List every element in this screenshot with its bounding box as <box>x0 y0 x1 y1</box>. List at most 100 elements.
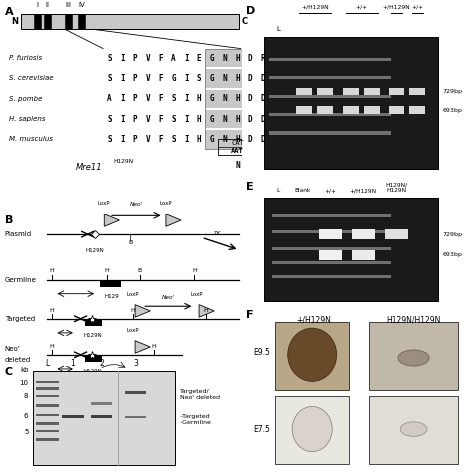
Text: H: H <box>50 343 55 349</box>
Text: E: E <box>197 54 201 63</box>
Bar <box>317 88 333 95</box>
Bar <box>206 49 218 67</box>
Text: H: H <box>204 307 209 313</box>
Text: I: I <box>120 74 125 83</box>
Text: Mre11: Mre11 <box>76 163 102 171</box>
Bar <box>231 90 244 108</box>
Text: D: D <box>261 135 265 144</box>
Text: H129N/
H129N: H129N/ H129N <box>385 182 408 193</box>
Text: P: P <box>133 135 137 144</box>
Text: V: V <box>146 74 150 83</box>
Text: D: D <box>248 54 253 63</box>
Text: H129N: H129N <box>83 369 102 374</box>
Text: –Germline: –Germline <box>180 420 212 425</box>
Bar <box>272 247 391 250</box>
Text: 2: 2 <box>99 359 104 368</box>
Text: F: F <box>158 74 163 83</box>
Bar <box>44 14 51 29</box>
Text: D: D <box>248 114 253 124</box>
Text: M. musculus: M. musculus <box>9 136 54 142</box>
Bar <box>244 130 257 149</box>
Text: F: F <box>158 114 163 124</box>
Text: H: H <box>50 307 55 313</box>
Bar <box>272 261 391 264</box>
Text: S: S <box>107 74 112 83</box>
Text: S: S <box>107 135 112 144</box>
Text: 5: 5 <box>24 429 28 435</box>
Text: F: F <box>246 310 254 320</box>
Bar <box>65 14 72 29</box>
Text: Targeted/: Targeted/ <box>180 389 210 394</box>
Bar <box>36 381 59 383</box>
Text: I: I <box>184 54 189 63</box>
Bar <box>218 90 231 108</box>
Ellipse shape <box>292 407 332 452</box>
Bar <box>269 57 391 61</box>
Bar <box>264 37 438 169</box>
Text: G: G <box>210 95 214 103</box>
Bar <box>369 396 458 464</box>
Text: S: S <box>107 54 112 63</box>
Bar <box>85 355 102 362</box>
Bar <box>244 90 257 108</box>
Bar <box>231 130 244 149</box>
Bar <box>91 402 112 405</box>
Ellipse shape <box>288 328 337 381</box>
Bar <box>206 130 218 149</box>
Bar <box>269 76 391 79</box>
Polygon shape <box>135 304 150 317</box>
Text: E: E <box>246 182 254 192</box>
Bar <box>364 88 380 95</box>
Bar <box>296 106 312 114</box>
Text: I: I <box>120 95 125 103</box>
Text: H129N: H129N <box>85 248 104 253</box>
Text: V: V <box>146 95 150 103</box>
Text: Plasmid: Plasmid <box>5 231 32 237</box>
Text: III: III <box>65 2 71 8</box>
Text: II: II <box>46 2 49 8</box>
Text: +/H129N: +/H129N <box>350 188 377 193</box>
Bar <box>389 106 404 114</box>
Polygon shape <box>135 341 150 353</box>
Bar <box>269 132 391 135</box>
Text: G: G <box>171 74 176 83</box>
Bar <box>100 280 121 286</box>
Bar <box>36 438 59 441</box>
Text: V: V <box>146 135 150 144</box>
Bar <box>352 229 374 239</box>
Text: H129N: H129N <box>114 159 134 164</box>
Text: P. furiosis: P. furiosis <box>9 55 43 61</box>
Bar <box>343 88 359 95</box>
Text: Neoʳ deleted: Neoʳ deleted <box>180 395 220 400</box>
Bar <box>36 395 59 397</box>
Bar <box>244 110 257 128</box>
Bar <box>36 430 59 432</box>
Text: S: S <box>171 95 176 103</box>
Bar <box>206 69 218 88</box>
Text: H: H <box>235 74 240 83</box>
Text: +/+: +/+ <box>356 5 368 10</box>
Text: 693bp: 693bp <box>443 108 463 113</box>
Text: N: N <box>222 114 227 124</box>
Bar <box>352 250 374 260</box>
Ellipse shape <box>400 422 427 437</box>
Text: D: D <box>261 95 265 103</box>
Bar <box>206 90 218 108</box>
Text: G: G <box>210 135 214 144</box>
Text: IV: IV <box>78 2 85 8</box>
Text: V: V <box>146 114 150 124</box>
Text: D: D <box>248 95 253 103</box>
Text: N: N <box>11 18 18 26</box>
Text: H: H <box>50 268 55 273</box>
Text: 3: 3 <box>133 359 138 368</box>
Text: L: L <box>46 359 49 368</box>
Text: D: D <box>261 74 265 83</box>
Text: +/+: +/+ <box>411 5 423 10</box>
Text: G: G <box>210 54 214 63</box>
Text: LoxP: LoxP <box>127 292 139 297</box>
Text: C: C <box>5 367 13 377</box>
Text: –Targeted: –Targeted <box>180 414 211 418</box>
Text: 729bp: 729bp <box>443 232 463 237</box>
Text: Blank: Blank <box>294 188 310 193</box>
Bar <box>410 88 425 95</box>
